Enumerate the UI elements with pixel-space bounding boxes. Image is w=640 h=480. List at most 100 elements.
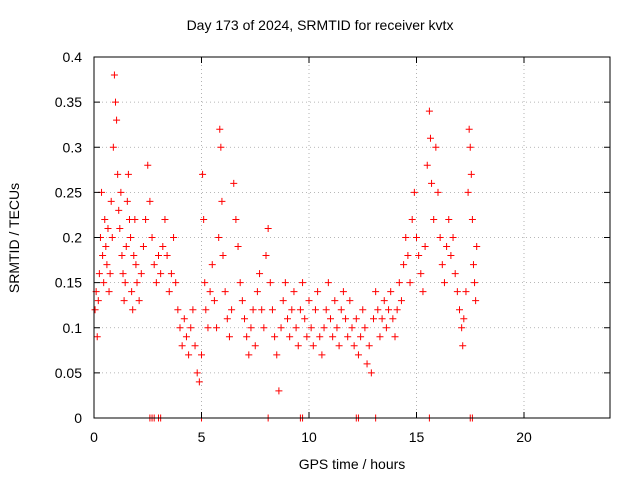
data-point bbox=[335, 342, 343, 350]
data-point bbox=[447, 252, 455, 260]
data-point bbox=[469, 261, 477, 269]
data-point bbox=[456, 306, 463, 314]
data-point bbox=[119, 270, 127, 278]
data-point bbox=[459, 342, 467, 350]
data-point bbox=[195, 378, 203, 386]
data-point bbox=[101, 215, 109, 223]
data-point bbox=[305, 297, 313, 305]
data-point bbox=[387, 288, 395, 296]
data-point bbox=[260, 324, 268, 332]
data-point bbox=[395, 279, 403, 287]
data-point bbox=[199, 170, 207, 178]
data-point bbox=[361, 324, 369, 332]
data-point bbox=[417, 270, 425, 278]
data-point bbox=[473, 243, 481, 251]
data-point bbox=[303, 333, 311, 341]
data-point bbox=[225, 333, 233, 341]
data-point bbox=[167, 270, 175, 278]
data-point bbox=[393, 306, 401, 314]
data-point bbox=[329, 333, 337, 341]
data-point bbox=[365, 342, 373, 350]
data-point bbox=[148, 234, 156, 241]
data-point bbox=[243, 333, 251, 341]
data-point bbox=[385, 306, 393, 314]
data-point bbox=[234, 243, 242, 251]
data-point bbox=[445, 215, 453, 223]
x-tick-label: 5 bbox=[198, 429, 206, 445]
data-point bbox=[123, 197, 131, 205]
data-point bbox=[142, 215, 150, 223]
data-point bbox=[161, 215, 169, 223]
data-point bbox=[91, 306, 99, 314]
x-tick-label: 0 bbox=[90, 429, 98, 445]
data-point bbox=[228, 306, 236, 314]
data-point bbox=[460, 315, 468, 323]
data-point bbox=[114, 170, 122, 178]
data-point bbox=[342, 315, 350, 323]
data-point bbox=[359, 306, 367, 314]
data-point bbox=[346, 297, 354, 305]
data-point bbox=[421, 243, 429, 251]
data-point bbox=[133, 279, 141, 287]
data-point bbox=[201, 279, 209, 287]
y-tick-label: 0.35 bbox=[55, 94, 82, 110]
data-point bbox=[157, 270, 165, 278]
data-point bbox=[232, 215, 240, 223]
data-point bbox=[120, 297, 128, 305]
data-point bbox=[426, 134, 434, 142]
data-point bbox=[230, 179, 238, 187]
data-point bbox=[189, 306, 197, 314]
data-point bbox=[451, 270, 459, 278]
data-point bbox=[208, 261, 216, 269]
data-point bbox=[271, 333, 279, 341]
data-point bbox=[113, 116, 121, 124]
data-point bbox=[223, 315, 231, 323]
data-point bbox=[284, 315, 291, 323]
data-point bbox=[146, 197, 154, 205]
data-point bbox=[251, 342, 259, 350]
data-point bbox=[376, 333, 384, 341]
data-point bbox=[311, 306, 319, 314]
data-point bbox=[176, 324, 184, 332]
data-point bbox=[193, 369, 201, 377]
data-point bbox=[344, 333, 352, 341]
data-point bbox=[318, 351, 326, 359]
y-tick-label: 0 bbox=[74, 410, 82, 426]
data-point bbox=[273, 351, 281, 359]
data-point bbox=[94, 297, 102, 305]
data-point bbox=[275, 387, 283, 395]
data-point bbox=[139, 243, 147, 251]
data-point bbox=[372, 288, 380, 296]
data-point bbox=[468, 215, 476, 223]
data-point bbox=[434, 188, 442, 196]
data-point bbox=[93, 333, 101, 341]
data-point bbox=[389, 315, 397, 323]
data-point bbox=[322, 306, 330, 314]
data-point bbox=[309, 342, 317, 350]
data-point bbox=[118, 252, 126, 260]
data-point bbox=[367, 369, 375, 377]
data-point bbox=[104, 224, 112, 232]
data-point bbox=[182, 333, 190, 341]
data-point bbox=[150, 261, 158, 269]
data-point bbox=[453, 288, 461, 296]
data-point bbox=[163, 252, 171, 260]
data-point bbox=[256, 270, 264, 278]
data-point bbox=[144, 161, 152, 169]
data-point bbox=[172, 279, 180, 287]
data-point bbox=[288, 306, 296, 314]
data-point bbox=[436, 234, 444, 241]
data-point bbox=[290, 288, 298, 296]
data-point bbox=[264, 224, 272, 232]
data-point bbox=[327, 315, 334, 323]
data-point bbox=[428, 179, 436, 187]
data-point bbox=[132, 261, 140, 269]
data-point bbox=[277, 324, 285, 332]
data-point bbox=[112, 98, 119, 106]
data-point bbox=[135, 297, 143, 305]
x-axis-label: GPS time / hours bbox=[298, 456, 406, 472]
data-point bbox=[262, 252, 270, 260]
data-point bbox=[137, 270, 145, 278]
data-point bbox=[236, 279, 244, 287]
